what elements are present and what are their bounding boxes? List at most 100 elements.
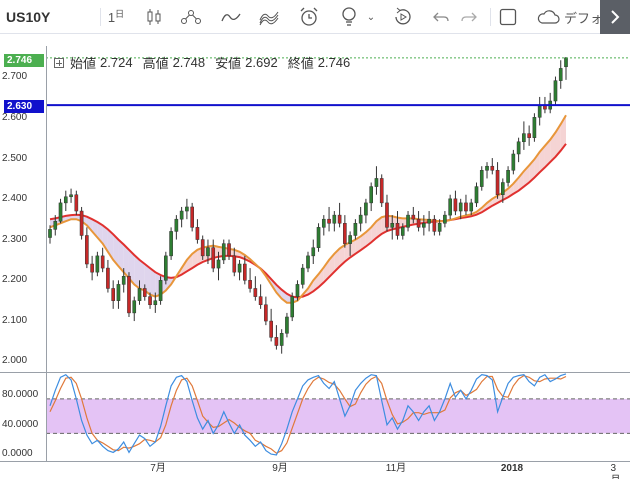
candle: [164, 251, 168, 285]
redo-icon[interactable]: [458, 0, 480, 34]
candle: [169, 227, 173, 260]
candle: [95, 251, 100, 277]
candle: [153, 292, 158, 313]
candle: [216, 251, 221, 281]
candle-body: [395, 223, 400, 236]
candle: [142, 284, 147, 301]
ma-cloud-segment: [555, 124, 561, 157]
candle: [253, 276, 258, 301]
ma-cloud-segment: [539, 145, 545, 173]
price-axis-label: 2.100: [2, 315, 28, 326]
candle: [453, 190, 458, 216]
indicators-icon[interactable]: [178, 0, 204, 34]
chevron-down-icon[interactable]: ⌄: [366, 11, 376, 23]
replay-icon[interactable]: [390, 0, 416, 34]
ma-cloud-segment: [139, 259, 145, 291]
stochastic-band: [46, 398, 630, 434]
candle: [474, 182, 479, 207]
candle: [79, 206, 84, 240]
candle-body: [327, 218, 331, 224]
ma-cloud-segment: [118, 239, 124, 273]
candle-body: [337, 214, 342, 224]
candle-body: [142, 288, 147, 297]
template-label[interactable]: デフォ: [564, 10, 604, 26]
candle: [374, 166, 379, 195]
candle: [385, 194, 389, 232]
horizontal-line-price-tag[interactable]: 2.630: [4, 100, 44, 113]
ma-cloud-segment: [544, 139, 551, 168]
ma-slow-line: [49, 143, 567, 299]
open-value: 2.724: [100, 55, 133, 70]
candle: [106, 259, 110, 293]
candle-body: [269, 320, 273, 338]
candle: [221, 239, 226, 265]
candle: [285, 312, 289, 338]
candle: [564, 57, 568, 80]
time-axis-label: 3月: [610, 463, 621, 479]
undo-icon[interactable]: [430, 0, 452, 34]
candle: [516, 137, 521, 163]
ma-cloud-segment: [113, 234, 119, 267]
time-axis-label: 9月: [272, 463, 288, 474]
cloud-icon[interactable]: [534, 0, 562, 34]
candle: [127, 272, 131, 317]
ma-cloud-segment: [86, 216, 93, 232]
price-chart[interactable]: [0, 46, 630, 372]
candle-body: [295, 284, 300, 297]
candle-body: [385, 202, 389, 228]
ma-cloud-segment: [134, 255, 140, 289]
stochastic-k-line: [49, 373, 567, 456]
candle: [537, 96, 542, 126]
candle-body: [48, 229, 52, 238]
candle: [300, 264, 305, 289]
symbol-search-button[interactable]: US10Y: [6, 9, 51, 25]
candle-body: [243, 263, 247, 281]
candle-body: [58, 202, 63, 222]
candle-body: [253, 288, 258, 297]
candle: [269, 308, 273, 342]
candle: [111, 280, 115, 309]
close-label: 終値: [287, 56, 314, 71]
candle-body: [285, 316, 289, 334]
legend-collapse-icon[interactable]: [54, 57, 64, 68]
price-axis-label: 2.200: [2, 274, 28, 285]
time-axis-label: 7月: [150, 463, 166, 474]
candle-body: [116, 284, 121, 301]
ma-cloud-segment: [344, 242, 351, 262]
candle-body: [137, 288, 142, 301]
fullscreen-icon[interactable]: [496, 0, 520, 34]
candle-body: [516, 141, 521, 155]
candle: [121, 268, 126, 293]
candle: [406, 211, 410, 232]
stochastic-chart[interactable]: [0, 373, 630, 461]
idea-icon[interactable]: [336, 0, 362, 34]
candle-body: [221, 243, 226, 261]
candle: [190, 202, 194, 232]
candle: [458, 198, 463, 220]
candle-body: [490, 165, 495, 171]
price-axis-label: 2.500: [2, 153, 28, 164]
alert-icon[interactable]: [296, 0, 322, 34]
expand-icon[interactable]: [600, 0, 630, 34]
candle: [179, 206, 184, 228]
last-price-tag: 2.746: [4, 54, 44, 67]
candle-body: [232, 255, 237, 273]
candle-body: [432, 218, 437, 232]
candle-body: [464, 202, 468, 212]
ma-cloud-segment: [276, 284, 282, 299]
candle-body: [248, 280, 252, 289]
candle: [264, 296, 268, 326]
candles-icon[interactable]: [142, 0, 166, 34]
interval-value: 1: [107, 9, 116, 25]
candle: [311, 239, 316, 265]
candle-body: [258, 296, 263, 306]
candle: [411, 206, 416, 224]
candle-body: [185, 206, 189, 212]
pane-divider[interactable]: [0, 372, 630, 373]
candle: [195, 219, 200, 244]
heikin-icon[interactable]: [256, 0, 282, 34]
line-style-icon[interactable]: [218, 0, 244, 34]
high-label: 高値: [142, 56, 169, 71]
candle-body: [479, 170, 484, 187]
